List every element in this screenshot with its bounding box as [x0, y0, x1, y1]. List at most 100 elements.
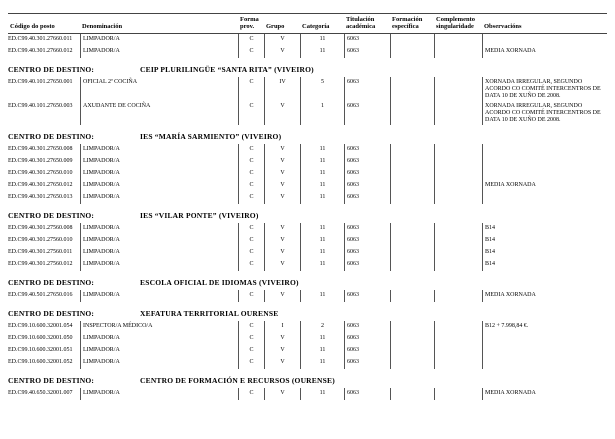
cell-codigo: ED.C99.40.301.27560.011 — [8, 249, 73, 255]
cell-observacions: B14 — [482, 247, 607, 259]
cell-categoria: 11 — [300, 247, 344, 259]
cell-denominacion: LIMPADOR/A — [80, 223, 238, 235]
cell-denominacion: LIMPADOR/A — [80, 144, 238, 156]
cell-denominacion: LIMPADOR/A — [80, 345, 238, 357]
cell-titulacion: 6063 — [344, 259, 390, 271]
cell-codigo: ED.C99.40.301.27650.010 — [8, 170, 73, 176]
cell-observacions: MEDIA XORNADA — [482, 46, 607, 58]
column-header-titulacion: Titulación académica — [346, 16, 376, 30]
cell-complemento — [434, 388, 482, 400]
cell-codigo: ED.C99.10.600.32001.051 — [8, 347, 73, 353]
cell-formacion — [390, 223, 434, 235]
post-row: ED.C99.40.301.27560.010 LIMPADOR/A C V 11 606… — [8, 235, 607, 247]
cell-codigo: ED.C99.10.600.32001.050 — [8, 335, 73, 341]
cell-formacion — [390, 156, 434, 168]
cell-codigo: ED.C99.40.301.27650.008 — [8, 146, 73, 152]
centro-destino-section: CENTRO DE DESTINO: CENTRO DE FORMACIÓN E … — [8, 376, 607, 400]
column-header-forma: Forma prov. — [240, 16, 259, 30]
cell-complemento — [434, 357, 482, 369]
cell-complemento — [434, 168, 482, 180]
cell-forma: C — [238, 192, 264, 204]
centro-destino-label: CENTRO DE DESTINO: — [8, 278, 95, 287]
cell-complemento — [434, 235, 482, 247]
cell-codigo: ED.C99.40.301.27660.011 — [8, 36, 73, 42]
centro-destino-label: CENTRO DE DESTINO: — [8, 65, 95, 74]
cell-grupo: V — [264, 144, 300, 156]
cell-denominacion: LIMPADOR/A — [80, 46, 238, 58]
centro-destino-name: ESCOLA OFICIAL DE IDIOMAS (VIVEIRO) — [140, 278, 299, 287]
cell-categoria: 11 — [300, 156, 344, 168]
cell-forma: C — [238, 388, 264, 400]
cell-complemento — [434, 333, 482, 345]
cell-denominacion: LIMPADOR/A — [80, 357, 238, 369]
cell-titulacion: 6063 — [344, 180, 390, 192]
cell-observacions — [482, 192, 607, 204]
cell-titulacion: 6063 — [344, 321, 390, 333]
cell-forma: C — [238, 101, 264, 125]
section-header: CENTRO DE DESTINO: CENTRO DE FORMACIÓN E … — [8, 376, 607, 385]
cell-titulacion: 6063 — [344, 223, 390, 235]
cell-categoria: 11 — [300, 259, 344, 271]
cell-denominacion: AXUDANTE DE COCIÑA — [80, 101, 238, 125]
cell-titulacion: 6063 — [344, 345, 390, 357]
cell-codigo: ED.C99.40.301.27650.013 — [8, 194, 73, 200]
cell-categoria: 11 — [300, 357, 344, 369]
centro-destino-label: CENTRO DE DESTINO: — [8, 376, 95, 385]
cell-denominacion: LIMPADOR/A — [80, 156, 238, 168]
cell-forma: C — [238, 34, 264, 46]
table-header-row: Código do posto Denominación Forma prov. Gr… — [8, 14, 607, 33]
cell-titulacion: 6063 — [344, 46, 390, 58]
cell-formacion — [390, 77, 434, 101]
post-row: ED.C99.40.301.27650.009 LIMPADOR/A C V 11 606… — [8, 156, 607, 168]
cell-categoria: 1 — [300, 101, 344, 125]
column-header-codigo: Código do posto — [10, 23, 55, 30]
column-header-grupo: Grupo — [266, 23, 285, 30]
cell-grupo: V — [264, 357, 300, 369]
post-row: ED.C99.40.501.27650.016 LIMPADOR/A C V 11 606… — [8, 290, 607, 302]
cell-formacion — [390, 144, 434, 156]
cell-complemento — [434, 259, 482, 271]
cell-formacion — [390, 345, 434, 357]
cell-categoria: 11 — [300, 180, 344, 192]
column-header-formacion: Formación específica — [392, 16, 423, 30]
cell-categoria: 11 — [300, 388, 344, 400]
cell-grupo: V — [264, 333, 300, 345]
cell-codigo: ED.C99.40.101.27650.003 — [8, 103, 73, 109]
cell-complemento — [434, 321, 482, 333]
centro-destino-name: CEIP PLURILINGÜE “SANTA RITA” (VIVEIRO) — [140, 65, 314, 74]
cell-grupo: IV — [264, 77, 300, 101]
cell-codigo: ED.C99.40.301.27650.009 — [8, 158, 73, 164]
cell-categoria: 11 — [300, 290, 344, 302]
cell-categoria: 11 — [300, 345, 344, 357]
cell-denominacion: LIMPADOR/A — [80, 34, 238, 46]
cell-titulacion: 6063 — [344, 168, 390, 180]
section-header: CENTRO DE DESTINO: IES “MARÍA SARMIENTO” … — [8, 132, 607, 141]
cell-categoria: 11 — [300, 192, 344, 204]
cell-titulacion: 6063 — [344, 333, 390, 345]
cell-observacions — [482, 168, 607, 180]
cell-grupo: V — [264, 259, 300, 271]
cell-titulacion: 6063 — [344, 357, 390, 369]
cell-formacion — [390, 101, 434, 125]
cell-forma: C — [238, 321, 264, 333]
rpt-table-page: Código do posto Denominación Forma prov. Gr… — [8, 13, 607, 403]
centro-destino-section: CENTRO DE DESTINO: CEIP PLURILINGÜE “SANT… — [8, 65, 607, 125]
cell-grupo: V — [264, 192, 300, 204]
cell-formacion — [390, 247, 434, 259]
cell-grupo: V — [264, 235, 300, 247]
cell-observacions: XORNADA IRREGULAR, SEGUNDO ACORDO CO COM… — [482, 101, 607, 125]
column-header-observacions: Observacións — [484, 23, 522, 30]
cell-forma: C — [238, 77, 264, 101]
cell-complemento — [434, 77, 482, 101]
cell-observacions: MEDIA XORNADA — [482, 290, 607, 302]
cell-observacions: XORNADA IRREGULAR, SEGUNDO ACORDO CO COM… — [482, 77, 607, 101]
cell-codigo: ED.C99.40.501.27650.016 — [8, 292, 73, 298]
cell-categoria: 2 — [300, 321, 344, 333]
cell-forma: C — [238, 168, 264, 180]
cell-forma: C — [238, 235, 264, 247]
cell-categoria: 11 — [300, 333, 344, 345]
cell-denominacion: LIMPADOR/A — [80, 290, 238, 302]
cell-forma: C — [238, 247, 264, 259]
column-header-complemento: Complemento singularidade — [436, 16, 475, 30]
cell-forma: C — [238, 223, 264, 235]
